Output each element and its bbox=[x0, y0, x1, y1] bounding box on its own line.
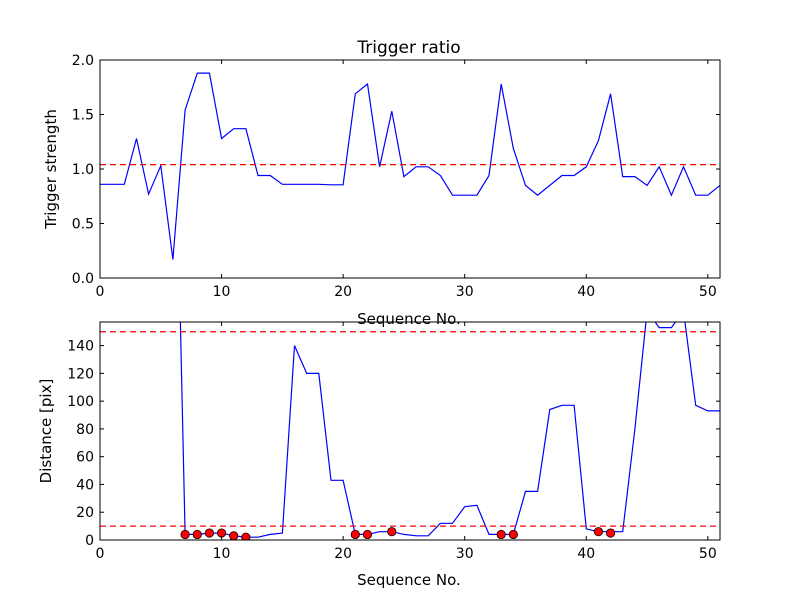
bottom-y-tick-label: 100 bbox=[67, 394, 94, 410]
bottom-y-tick-label: 80 bbox=[76, 422, 94, 438]
top-series-line bbox=[100, 72, 720, 260]
bottom-marker-point bbox=[605, 528, 616, 538]
bottom-x-tick-label: 40 bbox=[577, 546, 595, 562]
bottom-marker-point bbox=[241, 532, 251, 540]
bottom-y-tick-label: 60 bbox=[76, 450, 94, 466]
bottom-x-axis-label: Sequence No. bbox=[357, 571, 461, 589]
bottom-x-tick-label: 30 bbox=[456, 546, 474, 562]
bottom-marker-point bbox=[387, 527, 397, 537]
bottom-y-tick-label: 140 bbox=[67, 339, 94, 355]
top-x-tick-label: 30 bbox=[456, 284, 474, 300]
bottom-marker-point bbox=[593, 527, 604, 537]
top-x-tick-label: 10 bbox=[213, 284, 231, 300]
bottom-y-tick-label: 40 bbox=[76, 477, 94, 493]
bottom-marker-point bbox=[192, 529, 202, 540]
top-x-axis-label: Sequence No. bbox=[357, 310, 461, 328]
bottom-axes-frame bbox=[99, 321, 721, 541]
top-y-tick-label: 0.0 bbox=[72, 271, 94, 287]
bottom-y-axis-label: Distance [pix] bbox=[37, 379, 55, 484]
top-chart: Trigger ratio 0 10 20 30 40 50 0.0 0.5 1.0 1.5 2.0… bbox=[42, 38, 721, 328]
top-x-tick-label: 20 bbox=[334, 284, 352, 300]
top-x-tick-label: 40 bbox=[577, 284, 595, 300]
bottom-marker-point bbox=[508, 529, 518, 540]
top-y-axis-label: Trigger strength bbox=[42, 109, 60, 230]
bottom-series-line bbox=[179, 322, 720, 538]
bottom-plot-area: 0 10 20 30 40 50 0 20 40 60 80 100 120 140 bbox=[67, 321, 721, 562]
bottom-marker-point bbox=[204, 528, 215, 538]
top-y-tick-label: 1.5 bbox=[72, 108, 94, 124]
bottom-marker-point bbox=[180, 529, 190, 540]
bottom-y-tick-label: 120 bbox=[67, 366, 94, 382]
bottom-chart: 0 10 20 30 40 50 0 20 40 60 80 100 120 140 Sequence N… bbox=[37, 321, 721, 589]
top-x-tick-label: 50 bbox=[699, 284, 717, 300]
bottom-x-tick-label: 0 bbox=[96, 546, 105, 562]
bottom-marker-point bbox=[216, 528, 227, 538]
bottom-marker-point bbox=[362, 529, 373, 540]
top-y-tick-label: 0.5 bbox=[72, 217, 94, 233]
bottom-marker-point bbox=[496, 529, 506, 540]
top-y-tick-label: 1.0 bbox=[72, 162, 94, 178]
top-data-layer bbox=[100, 72, 720, 260]
top-y-tick-label: 2.0 bbox=[72, 53, 94, 69]
top-x-tick-label: 0 bbox=[96, 284, 105, 300]
bottom-y-tick-label: 20 bbox=[76, 505, 94, 521]
bottom-x-tick-label: 50 bbox=[699, 546, 717, 562]
bottom-x-tick-label: 10 bbox=[213, 546, 231, 562]
bottom-y-tick-label: 0 bbox=[85, 533, 94, 549]
bottom-x-tick-label: 20 bbox=[334, 546, 352, 562]
bottom-marker-point bbox=[229, 531, 239, 540]
top-plot-area: 0 10 20 30 40 50 0.0 0.5 1.0 1.5 2.0 bbox=[72, 53, 721, 300]
bottom-marker-point bbox=[350, 529, 360, 540]
top-chart-title: Trigger ratio bbox=[356, 38, 460, 58]
bottom-data-layer bbox=[100, 322, 720, 540]
top-axes-frame bbox=[99, 59, 721, 279]
